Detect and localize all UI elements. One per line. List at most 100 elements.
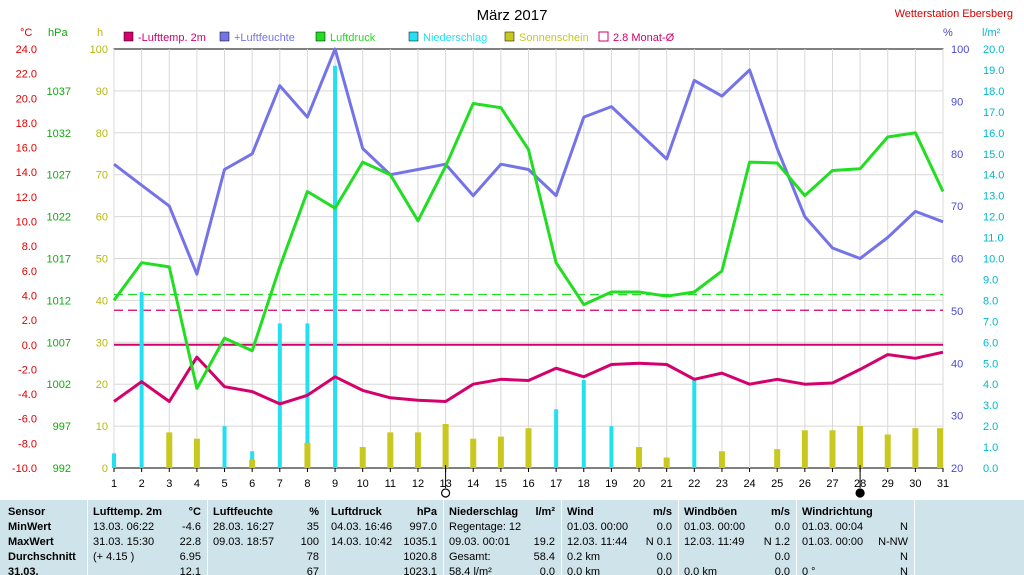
summary-row: 12.1 [87,565,207,575]
summary-cell-value: 1020.8 [403,551,437,563]
rain-axis-tick: 10.0 [983,254,1004,266]
summary-column-wind: Wind m/s 01.03. 00:00 0.0 12.03. 11:44 N 0.1 0… [561,500,679,575]
legend-swatch [315,31,326,42]
summary-cell-value: 100 [300,536,319,548]
rain-bar [333,65,338,468]
summary-cell-value: 0.0 [774,521,790,533]
x-tick-label: 11 [385,478,396,490]
legend-swatch [504,31,515,42]
sun-bar [470,438,477,468]
summary-row: 01.03. 00:00 0.0 [678,520,796,535]
summary-cell-value: 19.2 [533,536,555,548]
sun-bar [359,447,366,468]
pressure-axis-tick: 1002 [47,379,71,391]
humidity-unit-label: % [943,27,953,39]
summary-cell-value: 35 [306,521,319,533]
sun-axis-tick: 40 [96,295,108,307]
rain-axis-tick: 5.0 [983,358,998,370]
summary-row: 0 ° N [796,565,914,575]
temp-axis-tick: 10.0 [16,217,37,229]
temp-axis-tick: -8.0 [18,438,37,450]
summary-row: 13.03. 06:22 -4.6 [87,520,207,535]
sun-bar [193,438,200,468]
x-tick-label: 9 [332,478,338,490]
temp-axis-tick: -6.0 [18,414,37,426]
summary-column-temp: Lufttemp. 2m °C 13.03. 06:22 -4.6 31.03. 15:… [87,500,208,575]
x-tick-label: 20 [633,478,645,490]
summary-row: 01.03. 00:00 N-NW [796,535,914,550]
humidity-axis-tick: 100 [951,44,969,56]
sun-axis-tick: 70 [96,170,108,182]
summary-cell-value: 0.0 [656,521,672,533]
summary-row: 31.03. 15:30 22.8 [87,535,207,550]
temp-axis-tick: -10.0 [12,463,37,475]
summary-cell-label: 01.03. 00:04 [802,521,864,533]
summary-row: Regentage: 12 [443,520,561,535]
summary-cell-value: N [900,551,908,563]
sun-bar [663,457,670,468]
sun-bar [497,436,504,468]
sun-bar [249,459,256,468]
temp-axis-tick: 24.0 [16,44,37,56]
summary-cell-value: 0.0 [656,566,672,575]
temp-unit-label: °C [20,27,32,39]
x-tick-label: 19 [605,478,617,490]
summary-cell-value: 12.1 [179,566,201,575]
summary-cell-label: 01.03. 00:00 [684,521,746,533]
humidity-axis-tick: 70 [951,201,963,213]
summary-row: 0.0 km 0.0 [561,565,678,575]
rain-bar [609,426,614,468]
legend-label: Luftdruck [330,32,376,44]
summary-cell-value: 0.0 [656,551,672,563]
rain-axis-tick: 13.0 [983,191,1004,203]
summary-cell-value: 78 [306,551,319,563]
summary-cell-label: 14.03. 10:42 [331,536,393,548]
column-header: Wind [567,506,594,518]
summary-cell-label: 01.03. 00:00 [802,536,864,548]
x-tick-label: 2 [139,478,145,490]
humidity-line [113,47,944,276]
rain-bar [139,292,144,468]
column-unit: l/m² [535,506,555,518]
summary-cell-label: Gesamt: [449,551,491,563]
sun-axis-tick: 20 [96,379,108,391]
summary-row: 0.0 km 0.0 [678,565,796,575]
x-tick-label: 27 [826,478,838,490]
sun-bar [884,434,891,468]
humidity-axis-tick: 60 [951,254,963,266]
summary-cell-value: N 1.2 [763,536,790,548]
rain-axis-tick: 9.0 [983,274,998,286]
humidity-axis-tick: 50 [951,306,963,318]
summary-cell-label: 31.03. 15:30 [93,536,155,548]
summary-cell-label: 12.03. 11:49 [684,536,745,548]
summary-cell-label: 12.03. 11:44 [567,536,628,548]
summary-cell-value: 22.8 [179,536,201,548]
rain-bar [554,409,559,468]
sun-bar [166,432,173,468]
sun-bar [937,428,943,468]
x-tick-label: 8 [304,478,310,490]
summary-cell-label: 58.4 l/m² [449,566,492,575]
rain-bar [692,380,697,468]
filled-circle-marker [855,488,865,498]
summary-cell-value: 997.0 [409,521,437,533]
x-tick-label: 14 [467,478,479,490]
column-header: Windrichtung [802,506,873,518]
rain-bar [581,380,586,468]
x-tick-label: 22 [688,478,700,490]
summary-row: 09.03. 18:57 100 [207,535,325,550]
sun-axis-tick: 30 [96,337,108,349]
summary-cell-value: N 0.1 [645,536,672,548]
rain-axis-tick: 3.0 [983,400,998,412]
summary-cell-value: 6.95 [179,551,201,563]
summary-row: 01.03. 00:04 N [796,520,914,535]
summary-row: 01.03. 00:00 0.0 [561,520,678,535]
temp-axis-tick: 6.0 [22,266,37,278]
legend-swatch [598,31,609,42]
pressure-axis-tick: 1037 [47,86,71,98]
summary-cell-value: 0.0 [539,566,555,575]
x-tick-label: 5 [221,478,227,490]
x-tick-label: 3 [166,478,172,490]
rain-axis-tick: 15.0 [983,149,1004,161]
column-header: Windböen [684,506,738,518]
